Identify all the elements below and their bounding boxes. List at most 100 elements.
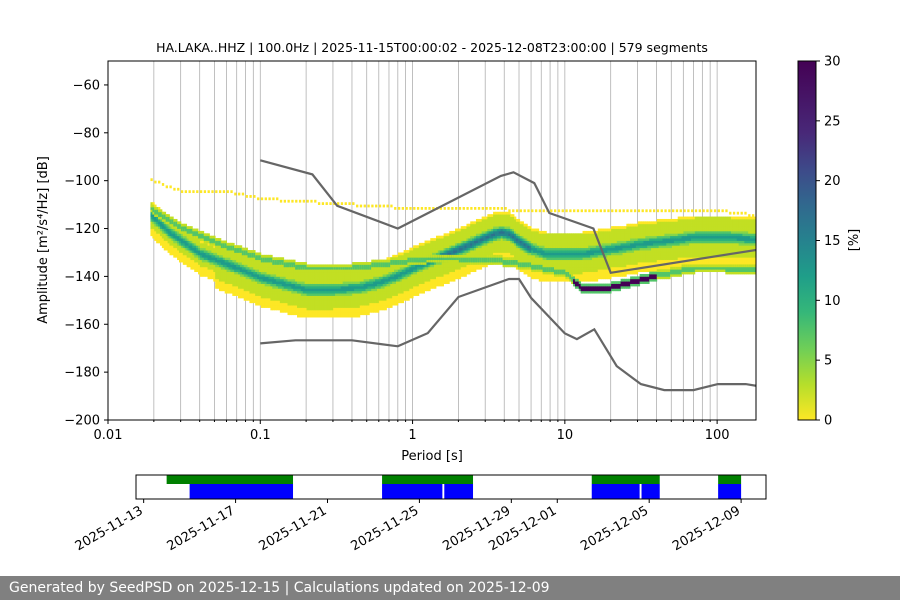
psd-cell	[426, 257, 429, 261]
psd-cell	[401, 271, 405, 275]
psd-cell	[287, 312, 290, 316]
psd-cell	[348, 314, 351, 318]
psd-cell	[396, 281, 399, 284]
psd-cell	[409, 266, 412, 270]
psd-cell	[514, 252, 517, 256]
psd-cell	[489, 218, 492, 222]
psd-cell	[477, 250, 481, 253]
psd-cell	[407, 259, 410, 263]
psd-cell	[422, 262, 425, 265]
psd-cell	[460, 228, 464, 232]
psd-cell	[455, 269, 458, 273]
psd-cell	[502, 230, 505, 234]
psd-cell	[472, 254, 475, 258]
psd-cell	[416, 281, 420, 284]
psd-cell	[230, 245, 233, 249]
psd-cell	[245, 247, 248, 251]
psd-cell	[150, 226, 153, 229]
psd-cell	[232, 247, 235, 251]
psd-cell	[297, 274, 300, 277]
psd-cell	[456, 264, 460, 268]
psd-cell	[462, 252, 465, 256]
psd-cell	[439, 240, 443, 244]
psd-cell	[340, 312, 344, 316]
psd-cell	[407, 274, 410, 277]
psd-cell	[443, 240, 446, 244]
psd-cell	[403, 262, 406, 265]
psd-cell	[418, 242, 422, 246]
psd-cell	[439, 274, 443, 277]
psd-cell	[460, 271, 464, 275]
psd-cell	[348, 290, 351, 294]
psd-cell	[215, 240, 218, 244]
psd-cell	[416, 274, 420, 277]
psd-cell	[357, 269, 361, 273]
psd-cell	[375, 278, 378, 282]
psd-cell	[304, 302, 307, 306]
psd-cell	[226, 257, 229, 261]
psd-cell	[333, 288, 336, 292]
psd-cell	[382, 266, 385, 270]
psd-cell	[401, 206, 405, 210]
psd-cell	[270, 278, 273, 282]
psd-cell	[428, 281, 431, 284]
psd-cell	[529, 235, 532, 239]
psd-cell	[217, 254, 220, 258]
psd-cell	[443, 276, 446, 280]
psd-cell	[365, 293, 368, 296]
psd-cell	[230, 285, 233, 289]
psd-cell	[285, 297, 288, 301]
psd-cell	[247, 297, 250, 301]
psd-cell	[348, 312, 351, 316]
psd-cell	[340, 269, 344, 273]
psd-cell	[376, 266, 380, 270]
psd-cell	[416, 269, 420, 273]
psd-cell	[344, 281, 347, 284]
psd-cell	[325, 278, 328, 282]
psd-cell	[319, 290, 323, 294]
psd-cell	[356, 266, 359, 270]
psd-cell	[270, 285, 273, 289]
psd-cell	[449, 266, 452, 270]
psd-cell	[184, 233, 188, 237]
psd-cell	[241, 254, 245, 258]
psd-cell	[411, 271, 414, 275]
psd-cell	[258, 262, 262, 265]
psd-cell	[413, 262, 416, 265]
psd-cell	[416, 290, 420, 294]
psd-cell	[464, 228, 467, 232]
psd-cell	[344, 271, 347, 275]
psd-cell	[380, 295, 384, 299]
psd-cell	[316, 290, 319, 294]
psd-cell	[224, 254, 227, 258]
psd-cell	[329, 288, 332, 292]
psd-cell	[264, 285, 267, 289]
psd-cell	[502, 223, 505, 227]
psd-cell	[474, 221, 477, 225]
psd-cell	[175, 226, 178, 229]
psd-cell	[373, 276, 376, 280]
psd-cell	[373, 259, 376, 263]
psd-cell	[420, 262, 424, 265]
psd-cell	[477, 254, 481, 258]
psd-cell	[209, 259, 212, 263]
psd-cell	[403, 274, 406, 277]
psd-cell	[367, 307, 370, 311]
psd-cell	[538, 257, 542, 261]
psd-cell	[270, 290, 273, 294]
psd-cell	[276, 257, 279, 261]
psd-cell	[268, 285, 271, 289]
psd-cell	[533, 264, 536, 268]
psd-cell	[407, 266, 410, 270]
psd-cell	[340, 202, 344, 205]
psd-cell	[245, 274, 248, 277]
psd-cell	[258, 281, 262, 284]
psd-cell	[527, 254, 530, 258]
psd-cell	[203, 238, 207, 241]
psd-cell	[281, 274, 285, 277]
psd-cell	[203, 242, 207, 246]
psd-cell	[251, 295, 254, 299]
psd-cell	[329, 264, 332, 268]
psd-cell	[464, 257, 467, 261]
psd-cell	[291, 300, 294, 304]
